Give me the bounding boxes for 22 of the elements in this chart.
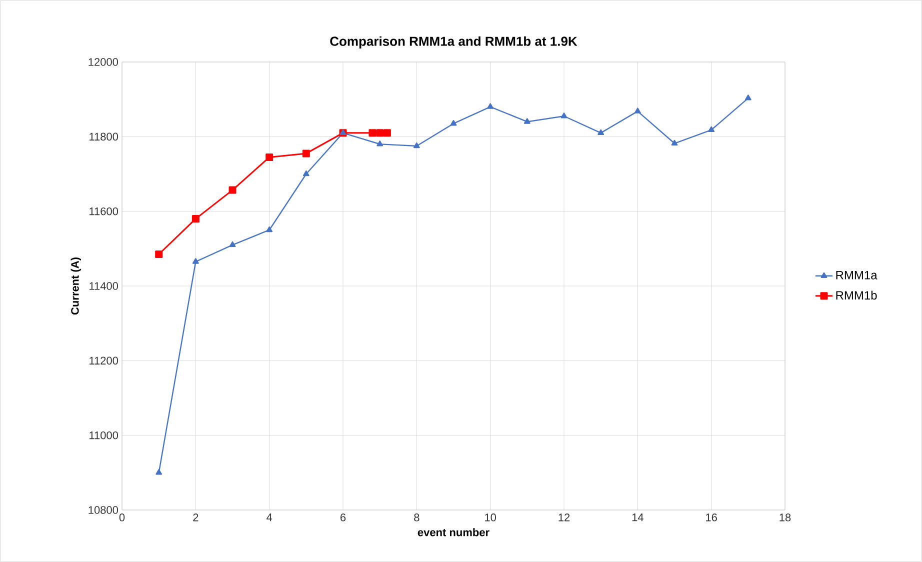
y-tick-label: 11600 <box>90 207 118 216</box>
y-axis-title: Current (A) <box>70 258 82 315</box>
x-tick-label: 18 <box>780 514 791 522</box>
chart-title: Comparison RMM1a and RMM1b at 1.9K <box>330 36 578 48</box>
y-tick-label: 10800 <box>88 506 118 514</box>
legend-label: RMM1b <box>836 290 877 300</box>
y-tick-label: 11200 <box>90 356 118 365</box>
x-axis-title: event number <box>418 528 490 536</box>
legend-label: RMM1a <box>836 271 878 280</box>
x-tick-label: 4 <box>266 514 272 522</box>
y-tick-label: 11800 <box>90 132 118 141</box>
x-tick-label: 6 <box>340 514 346 522</box>
x-tick-label: 8 <box>414 514 420 522</box>
y-tick-label: 11000 <box>90 431 118 440</box>
x-tick-label: 0 <box>119 514 125 522</box>
y-tick-label: 11400 <box>90 282 118 290</box>
x-tick-label: 10 <box>485 514 496 522</box>
x-tick-label: 14 <box>632 514 644 522</box>
x-tick-label: 12 <box>558 514 570 522</box>
x-tick-label: 2 <box>193 514 198 522</box>
x-tick-label: 16 <box>706 514 717 522</box>
y-tick-label: 12000 <box>88 58 118 66</box>
